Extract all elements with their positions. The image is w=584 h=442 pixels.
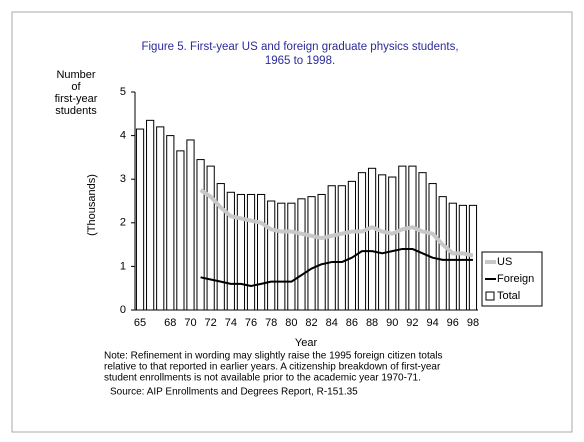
line xyxy=(200,247,473,288)
x-tick-label: 80 xyxy=(285,317,297,329)
x-tick-label: 76 xyxy=(245,317,257,329)
bar xyxy=(135,128,145,311)
note: student enrollments is not available pri… xyxy=(104,373,421,384)
bar xyxy=(408,165,417,311)
bar xyxy=(307,196,316,311)
bar xyxy=(257,193,266,311)
x-tick-label: 65 xyxy=(134,317,146,329)
bar xyxy=(166,135,175,311)
bar xyxy=(347,180,356,311)
chart-title: Figure 5. First-year US and foreign grad… xyxy=(141,41,458,53)
bar xyxy=(186,139,195,311)
x-tick-label: 84 xyxy=(326,317,338,329)
bar xyxy=(317,193,326,311)
bar xyxy=(367,167,377,311)
y-tick-label: 1 xyxy=(120,260,126,272)
x-tick-label: 92 xyxy=(406,317,418,329)
y-label-top: first-year xyxy=(55,93,98,105)
y-tick-label: 0 xyxy=(120,304,126,316)
y-tick-label: 5 xyxy=(120,86,126,98)
bar xyxy=(357,172,367,311)
bar xyxy=(146,119,155,311)
bar xyxy=(267,200,276,311)
x-tick-label: 86 xyxy=(346,317,358,329)
y-tick-label: 4 xyxy=(120,130,126,142)
bar xyxy=(418,172,427,311)
bar xyxy=(226,191,235,311)
x-tick-label: 74 xyxy=(225,317,237,329)
bar xyxy=(398,165,407,311)
bar xyxy=(246,193,256,311)
y-tick-label: 3 xyxy=(120,173,126,185)
y-label-top: of xyxy=(71,81,81,93)
x-tick-label: 68 xyxy=(164,317,176,329)
bar xyxy=(458,204,467,311)
bar xyxy=(206,165,215,311)
legend-swatch xyxy=(485,291,495,301)
y-axis-label: (Thousands) xyxy=(86,174,98,236)
source: Source: AIP Enrollments and Degrees Repo… xyxy=(110,387,358,398)
bar xyxy=(297,198,306,311)
chart-title: 1965 to 1998. xyxy=(265,55,335,67)
bar xyxy=(438,196,447,311)
bar xyxy=(236,193,246,311)
legend-label: Total xyxy=(497,290,520,302)
bar xyxy=(287,202,296,311)
bar xyxy=(327,185,336,311)
bar xyxy=(156,126,165,311)
x-tick-label: 94 xyxy=(426,317,438,329)
x-tick-label: 98 xyxy=(467,317,479,329)
line xyxy=(199,188,474,258)
note: relative to that reported in earlier yea… xyxy=(104,362,441,373)
bar xyxy=(277,202,286,311)
bar xyxy=(468,204,478,311)
bar xyxy=(448,202,457,311)
y-label-top: Number xyxy=(56,69,95,81)
bar xyxy=(428,183,437,311)
x-tick-label: 72 xyxy=(205,317,217,329)
bar xyxy=(196,159,205,311)
x-tick-label: 70 xyxy=(184,317,196,329)
bar xyxy=(388,176,397,311)
legend-label: Foreign xyxy=(497,273,534,285)
bar xyxy=(337,185,346,311)
bar xyxy=(176,150,185,311)
x-tick-label: 88 xyxy=(366,317,378,329)
y-tick-label: 2 xyxy=(120,217,126,229)
x-tick-label: 82 xyxy=(305,317,317,329)
x-tick-label: 90 xyxy=(386,317,398,329)
x-tick-label: 78 xyxy=(265,317,277,329)
x-tick-label: 96 xyxy=(447,317,459,329)
legend-label: US xyxy=(497,256,512,268)
note: Note: Refinement in wording may slightly… xyxy=(104,351,443,362)
y-label-top: students xyxy=(55,105,97,117)
bar xyxy=(378,174,387,311)
x-axis-label: Year xyxy=(295,337,318,349)
